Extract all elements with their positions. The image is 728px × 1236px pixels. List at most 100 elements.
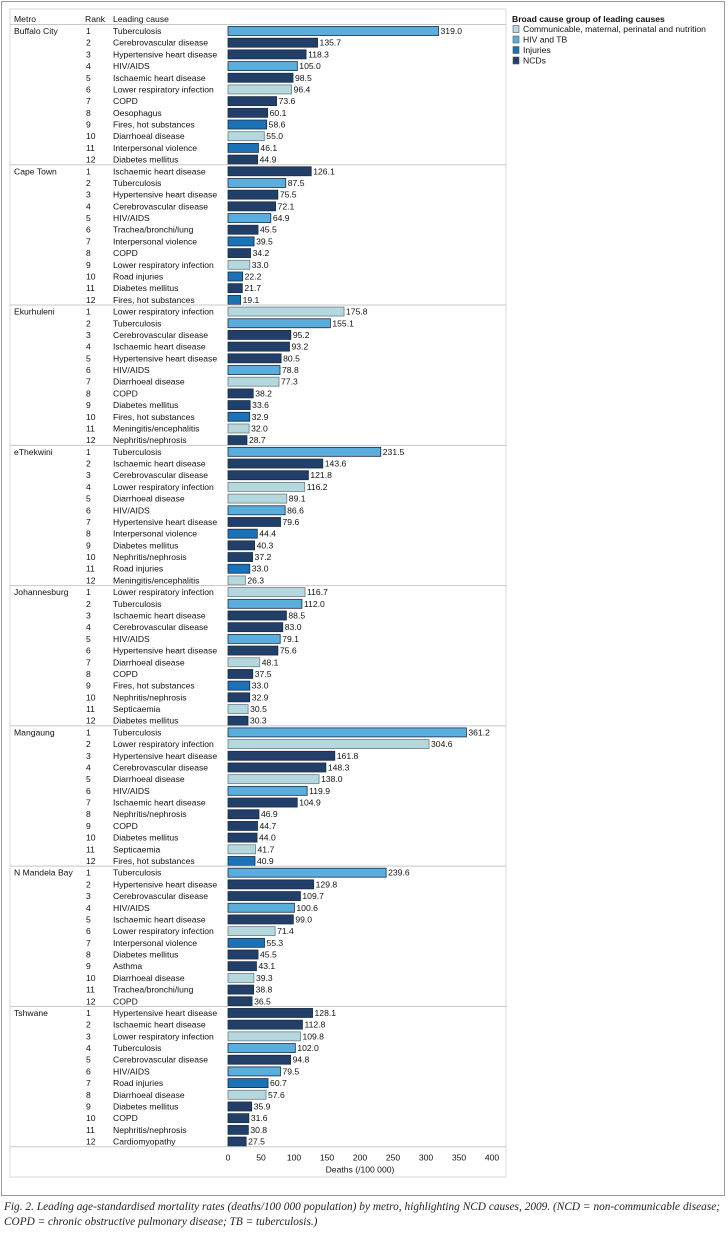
bar-n <box>227 797 298 808</box>
cause-label: Diarrhoeal disease <box>113 1090 185 1100</box>
bar-n <box>227 540 255 551</box>
cause-label: Nephritis/nephrosis <box>113 692 187 702</box>
value-label: 98.5 <box>295 73 312 83</box>
legend-label: Injuries <box>523 45 551 55</box>
header-cause: Leading cause <box>113 14 169 24</box>
rank-label: 5 <box>86 353 91 363</box>
rank-label: 12 <box>86 155 96 165</box>
x-tick-label: 400 <box>485 1153 500 1163</box>
value-label: 64.9 <box>273 213 290 223</box>
cause-label: HIV/AIDS <box>113 505 150 515</box>
cause-label: Fires, hot substances <box>113 856 195 866</box>
cause-label: Diarrhoeal disease <box>113 973 185 983</box>
value-label: 304.6 <box>431 739 453 749</box>
value-label: 38.8 <box>256 985 273 995</box>
value-label: 128.1 <box>315 1008 337 1018</box>
rank-label: 7 <box>86 96 91 106</box>
rank-label: 7 <box>86 377 91 387</box>
rank-label: 4 <box>86 1043 91 1053</box>
rank-label: 4 <box>86 762 91 772</box>
cause-label: HIV/AIDS <box>113 1066 150 1076</box>
bar-n <box>227 762 327 773</box>
cause-label: Lower respiratory infection <box>113 1031 214 1041</box>
rank-label: 11 <box>86 423 95 433</box>
rank-label: 1 <box>86 1008 91 1018</box>
cause-label: Ischaemic heart disease <box>113 611 206 621</box>
cause-label: Tuberculosis <box>113 1043 161 1053</box>
cause-label: Nephritis/nephrosis <box>113 435 187 445</box>
rank-label: 10 <box>86 1113 96 1123</box>
cause-label: Interpersonal violence <box>113 938 197 948</box>
rank-label: 1 <box>86 587 91 597</box>
value-label: 28.7 <box>249 435 266 445</box>
value-label: 31.6 <box>251 1113 268 1123</box>
bar-n <box>227 470 309 481</box>
bar-n <box>227 891 301 901</box>
rank-label: 9 <box>86 1101 91 1111</box>
bar-n <box>227 154 259 165</box>
rank-label: 12 <box>86 575 96 585</box>
bar-c <box>227 84 293 95</box>
bar-i <box>227 271 244 282</box>
rank-label: 4 <box>86 482 91 492</box>
cause-label: Interpersonal violence <box>113 143 197 153</box>
value-label: 32.9 <box>252 692 269 702</box>
cause-label: Fires, hot substances <box>113 412 195 422</box>
bar-h <box>227 633 281 644</box>
rank-label: 9 <box>86 681 91 691</box>
bar-c <box>227 493 288 504</box>
bar-n <box>227 248 251 259</box>
cause-label: Lower respiratory infection <box>113 926 214 936</box>
cause-label: Road injuries <box>113 564 163 574</box>
value-label: 78.8 <box>282 365 299 375</box>
x-tick-label: 250 <box>386 1153 401 1163</box>
metro-label: eThekwini <box>14 447 53 457</box>
bar-n <box>227 1101 253 1112</box>
bar-c <box>227 259 251 270</box>
rank-label: 2 <box>86 599 91 609</box>
value-label: 96.4 <box>294 84 311 94</box>
rank-label: 11 <box>86 704 95 714</box>
bar-h <box>227 598 303 609</box>
bar-i <box>227 1078 269 1088</box>
value-label: 32.0 <box>251 423 268 433</box>
mortality-bar-chart: Metro Rank Leading cause Buffalo City 1 Tuber… <box>9 8 706 1178</box>
bar-n <box>227 984 255 995</box>
rank-label: 10 <box>86 412 96 422</box>
bar-i <box>227 294 242 305</box>
bar-n <box>227 961 257 972</box>
bar-c <box>227 306 345 317</box>
bar-n <box>227 435 248 446</box>
value-label: 58.6 <box>269 120 286 130</box>
bar-i <box>227 236 255 247</box>
bar-h <box>227 867 387 878</box>
cause-label: Cerebrovascular disease <box>113 622 208 632</box>
value-label: 57.6 <box>268 1090 285 1100</box>
bar-n <box>227 622 284 633</box>
cause-label: Tuberculosis <box>113 727 161 737</box>
rank-label: 3 <box>86 49 91 59</box>
bar-c <box>227 704 249 714</box>
rank-label: 11 <box>86 1125 95 1135</box>
cause-label: Tuberculosis <box>113 868 161 878</box>
cause-label: Cerebrovascular disease <box>113 1055 208 1065</box>
bar-h <box>227 1066 281 1077</box>
cause-label: Ischaemic heart disease <box>113 914 206 924</box>
value-label: 55.0 <box>266 131 283 141</box>
rank-label: 3 <box>86 751 91 761</box>
rank-label: 8 <box>86 809 91 819</box>
bar-n <box>227 388 254 399</box>
bar-n <box>227 1113 250 1124</box>
bar-n <box>227 949 259 960</box>
bar-c <box>227 575 246 586</box>
cause-label: Interpersonal violence <box>113 236 197 246</box>
legend-label: HIV and TB <box>523 35 568 45</box>
x-tick-label: 150 <box>320 1153 335 1163</box>
rank-label: 11 <box>86 564 95 574</box>
value-label: 21.7 <box>244 283 261 293</box>
cause-label: Cerebrovascular disease <box>113 330 208 340</box>
cause-label: Diarrhoeal disease <box>113 377 185 387</box>
bar-h <box>227 727 467 738</box>
cause-label: Road injuries <box>113 271 163 281</box>
